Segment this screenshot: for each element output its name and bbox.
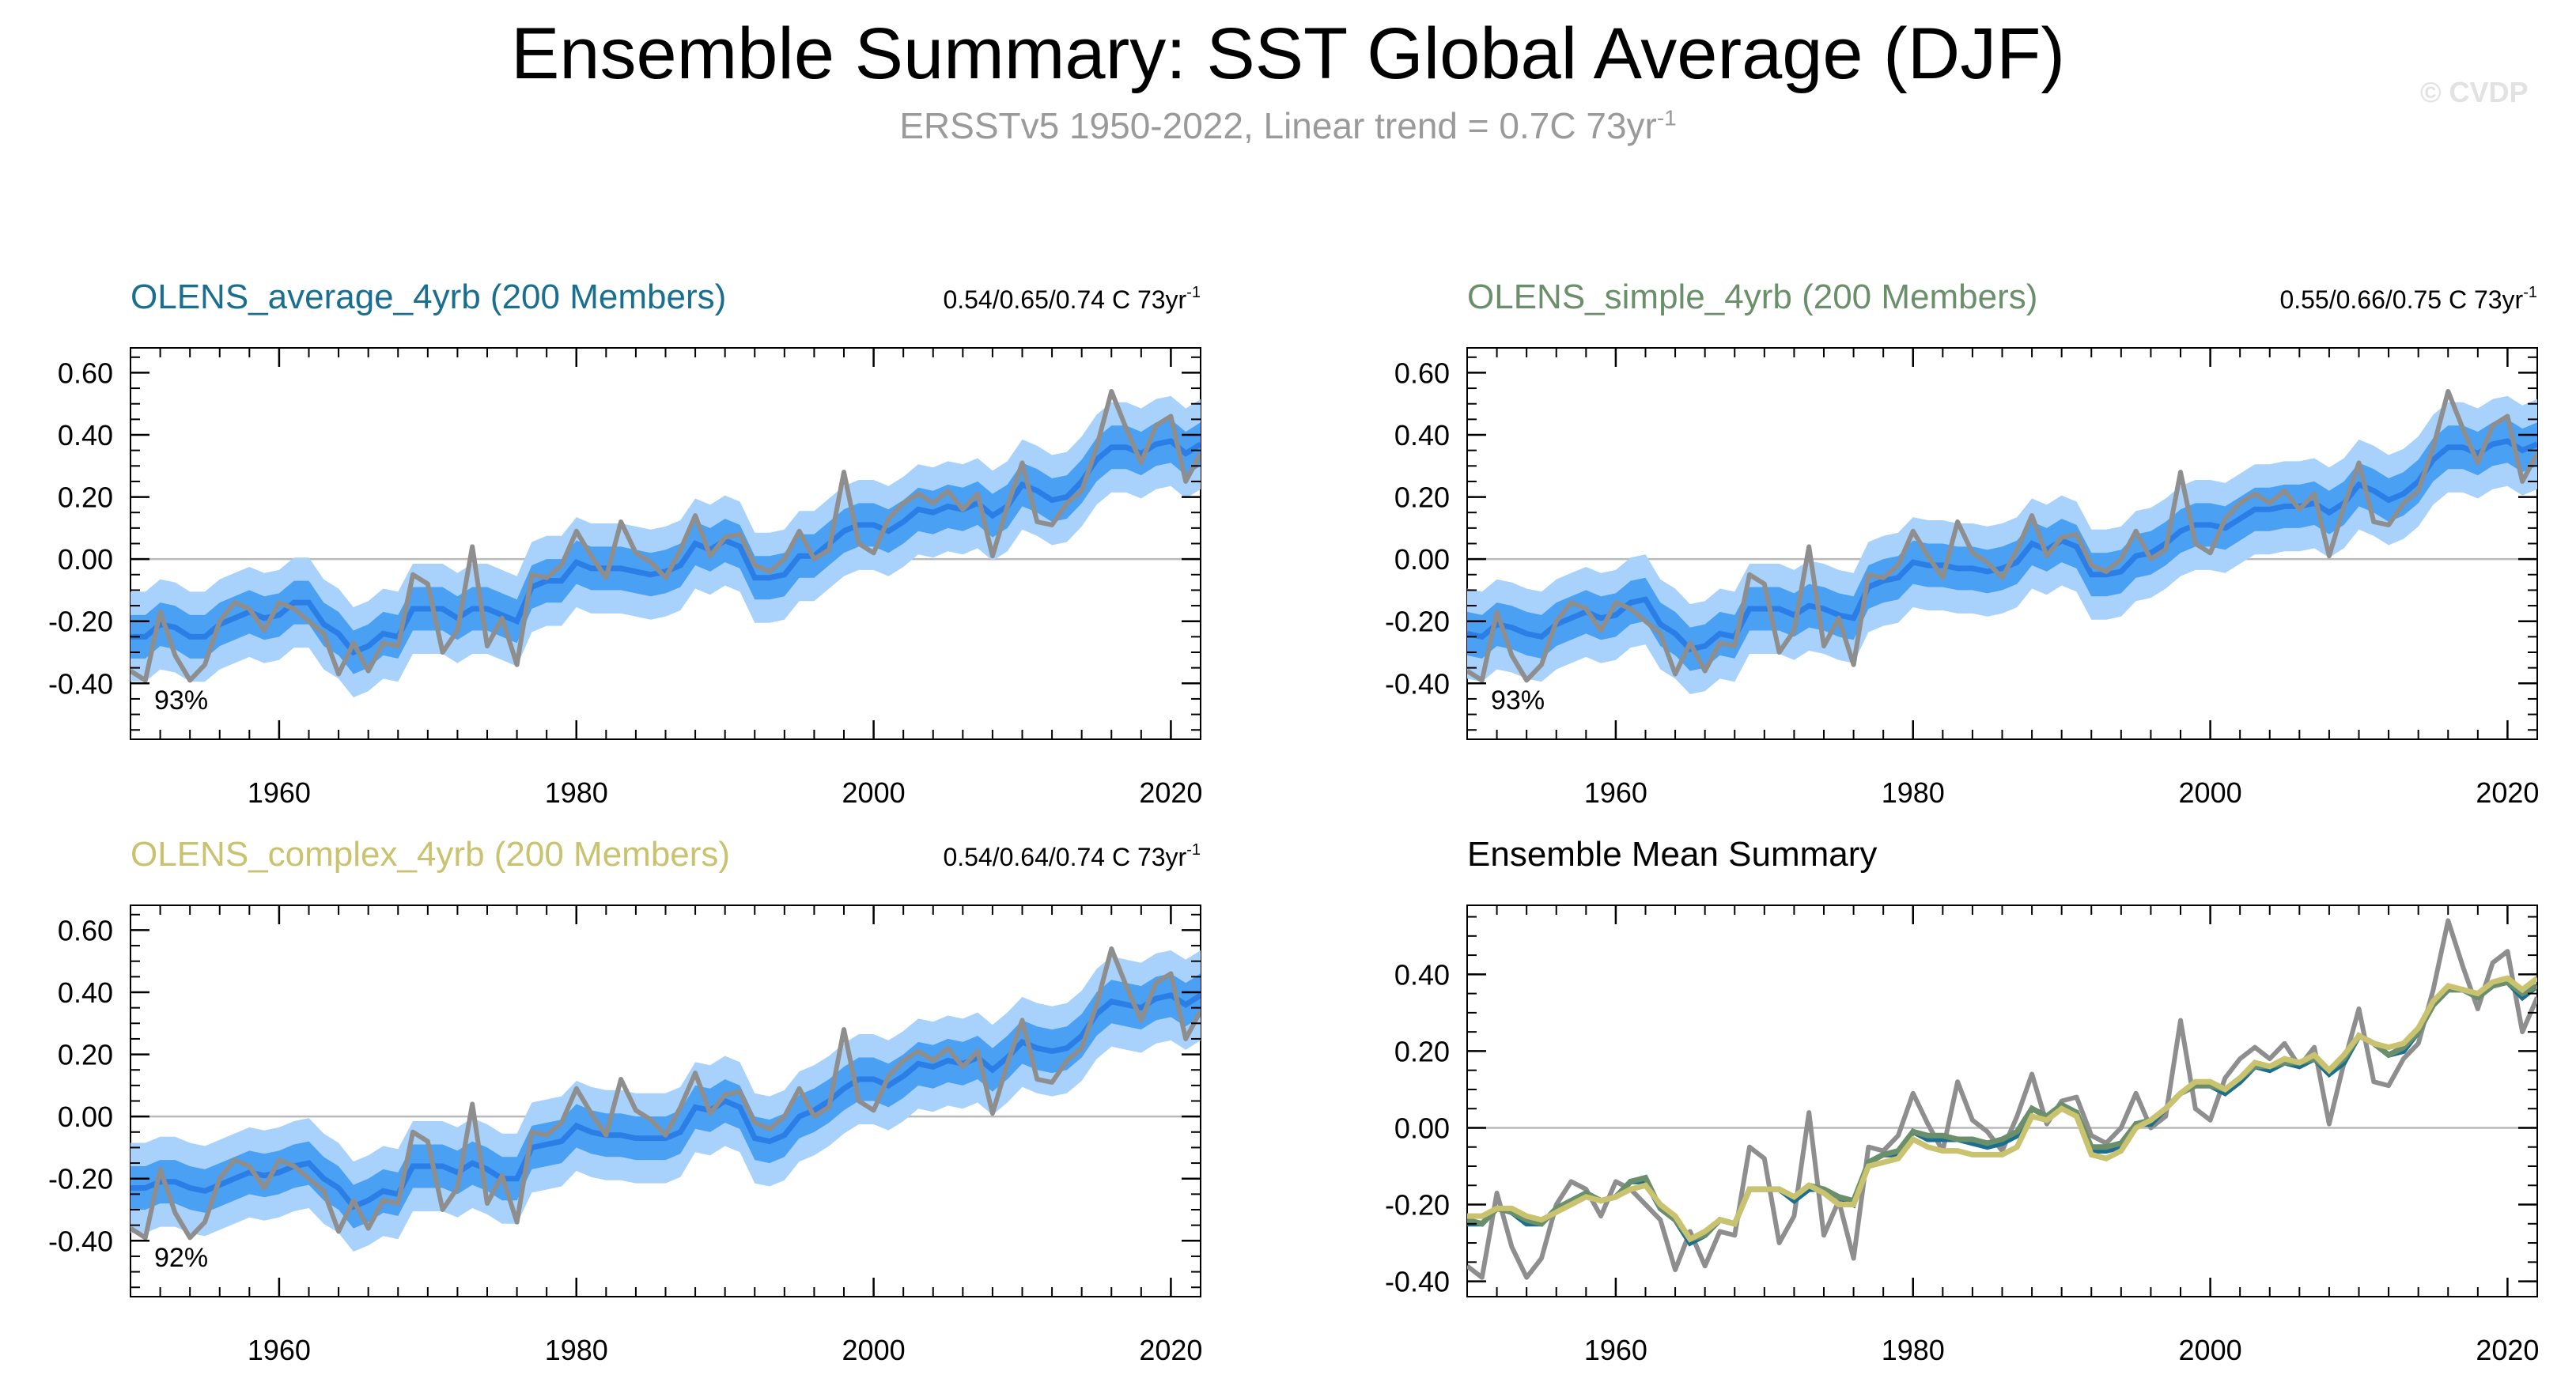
percent-label: 93% <box>154 685 208 716</box>
y-tick-label: 0.20 <box>58 482 113 514</box>
plot-body <box>131 389 1201 697</box>
cvdp-watermark: © CVDP <box>2420 76 2529 108</box>
panel-title: Ensemble Mean Summary <box>1467 835 1877 874</box>
observed-line <box>1467 389 2537 683</box>
y-tick-label: -0.40 <box>48 667 113 700</box>
percent-label: 92% <box>154 1243 208 1273</box>
trend-superscript: -1 <box>1186 284 1201 301</box>
trend-superscript: -1 <box>2523 284 2537 301</box>
y-tick-label: 0.60 <box>1394 357 1450 389</box>
observed-line <box>1467 918 2537 1280</box>
plot-body <box>131 946 1201 1252</box>
inner-spread-band <box>131 419 1201 674</box>
x-tick-label: 2020 <box>1139 1334 1202 1366</box>
x-tick-label: 1960 <box>1584 776 1647 809</box>
panel-title: OLENS_simple_4yrb (200 Members) <box>1467 278 2037 316</box>
trend-text: 0.54/0.64/0.74 C 73yr <box>943 843 1186 871</box>
trend-text: 0.54/0.65/0.74 C 73yr <box>943 285 1186 314</box>
chart-panel-2: 93% -0.40 -0.20 0.00 0.20 0.40 0.60 1960 1980 200… <box>1385 278 2540 809</box>
ensemble-mean-line <box>131 992 1201 1210</box>
observed-line <box>131 389 1201 683</box>
x-tick-label: 1980 <box>545 1334 608 1366</box>
trend-text: 0.55/0.66/0.75 C 73yr <box>2279 285 2523 314</box>
percent-label: 93% <box>1491 685 1545 716</box>
x-tick-label: 1960 <box>1584 1334 1647 1366</box>
x-tick-label: 2000 <box>2179 1334 2242 1366</box>
y-tick-label: 0.40 <box>1394 419 1450 451</box>
y-tick-label: 0.20 <box>1394 1035 1450 1067</box>
subtitle-text: ERSSTv5 1950-2022, Linear trend = 0.7C 7… <box>899 105 1657 146</box>
y-tick-label: 0.00 <box>1394 1112 1450 1144</box>
subtitle-superscript: -1 <box>1656 105 1677 130</box>
panel-title: OLENS_average_4yrb (200 Members) <box>131 278 726 316</box>
inner-spread-band <box>131 973 1201 1229</box>
chart-panel-4: -0.40 -0.20 0.00 0.20 0.40 1960 1980 2000 2020 En… <box>1385 835 2540 1366</box>
page-title: Ensemble Summary: SST Global Average (DJ… <box>510 13 2066 94</box>
y-tick-label: -0.40 <box>1385 667 1450 700</box>
y-tick-label: -0.40 <box>1385 1266 1450 1298</box>
page-subtitle: ERSSTv5 1950-2022, Linear trend = 0.7C 7… <box>0 104 2576 147</box>
x-tick-label: 2000 <box>2179 776 2242 809</box>
y-tick-label: 0.40 <box>1394 958 1450 991</box>
y-tick-label: 0.20 <box>1394 482 1450 514</box>
chart-panel-3: 92% -0.40 -0.20 0.00 0.20 0.40 0.60 1960 1980 200… <box>48 835 1203 1366</box>
y-tick-label: 0.00 <box>58 543 113 576</box>
x-tick-label: 2020 <box>2476 1334 2539 1366</box>
trend-label: 0.55/0.66/0.75 C 73yr-1 <box>2279 284 2537 314</box>
trend-label: 0.54/0.65/0.74 C 73yr-1 <box>943 284 1201 314</box>
x-tick-label: 2000 <box>842 1334 906 1366</box>
ensemble-mean-line <box>131 438 1201 656</box>
x-tick-label: 1980 <box>545 776 608 809</box>
x-tick-label: 1980 <box>1882 776 1945 809</box>
x-tick-label: 2000 <box>842 776 906 809</box>
y-tick-label: -0.20 <box>48 606 113 638</box>
y-tick-label: 0.00 <box>1394 543 1450 576</box>
y-tick-label: 0.60 <box>58 914 113 946</box>
inner-spread-band <box>1467 419 2537 671</box>
x-tick-label: 2020 <box>1139 776 1202 809</box>
y-tick-label: -0.20 <box>1385 1189 1450 1222</box>
y-tick-label: 0.20 <box>58 1039 113 1071</box>
plot-body <box>1467 918 2537 1280</box>
x-tick-label: 2020 <box>2476 776 2539 809</box>
x-tick-label: 1980 <box>1882 1334 1945 1366</box>
trend-superscript: -1 <box>1186 841 1201 859</box>
y-tick-label: 0.40 <box>58 976 113 1009</box>
observed-line <box>131 946 1201 1241</box>
y-tick-label: 0.60 <box>58 357 113 389</box>
x-tick-label: 1960 <box>248 776 311 809</box>
y-tick-label: 0.40 <box>58 419 113 451</box>
panel-title: OLENS_complex_4yrb (200 Members) <box>131 835 730 874</box>
complex-mean-line <box>1467 975 2537 1243</box>
x-tick-label: 1960 <box>248 1334 311 1366</box>
y-tick-label: -0.20 <box>1385 606 1450 638</box>
plot-body <box>1467 389 2537 694</box>
trend-label: 0.54/0.64/0.74 C 73yr-1 <box>943 841 1201 871</box>
ensemble-mean-line <box>1467 438 2537 652</box>
y-tick-label: -0.20 <box>48 1163 113 1195</box>
chart-panel-1: 93% -0.40 -0.20 0.00 0.20 0.40 0.60 1960 1980 200… <box>48 278 1203 809</box>
y-tick-label: -0.40 <box>48 1225 113 1257</box>
y-tick-label: 0.00 <box>58 1101 113 1133</box>
plot-frame <box>1466 904 2538 1297</box>
